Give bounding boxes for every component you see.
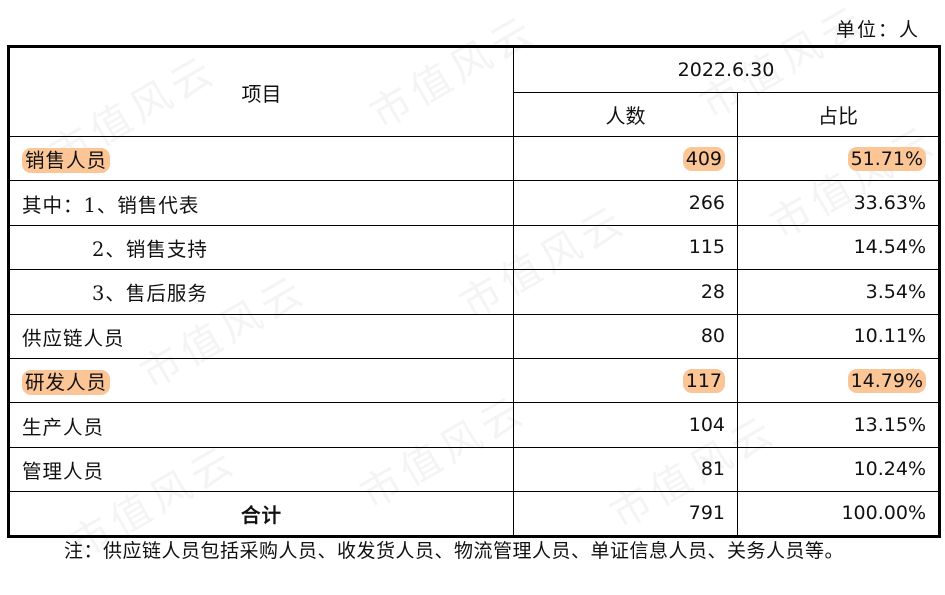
row-ratio: 14.79% — [847, 368, 927, 393]
table-row: 研发人员 117 14.79% — [8, 357, 941, 404]
header-date: 2022.6.30 — [512, 46, 941, 93]
row-count: 104 — [513, 402, 738, 448]
row-ratio: 51.71% — [847, 146, 927, 171]
row-ratio: 3.54% — [736, 269, 941, 315]
row-count: 81 — [513, 446, 738, 493]
staff-table: 项目 2022.6.30 人数 占比 销售人员 409 51.71% 其中：1、… — [7, 45, 942, 538]
total-row: 合计 791 100.00% — [8, 491, 941, 537]
row-count-cell: 117 — [513, 357, 738, 404]
table-row: 管理人员 81 10.24% — [8, 446, 941, 493]
row-count: 117 — [682, 368, 725, 393]
row-ratio: 14.54% — [736, 224, 941, 271]
unit-label: 单位：人 — [835, 19, 920, 41]
row-label: 3、售后服务 — [8, 269, 514, 315]
total-label: 合计 — [8, 491, 514, 537]
row-count: 28 — [513, 269, 738, 315]
row-count: 80 — [513, 313, 738, 359]
row-ratio: 33.63% — [736, 180, 941, 226]
row-label: 销售人员 — [22, 148, 111, 174]
row-label: 研发人员 — [22, 370, 111, 396]
header-count: 人数 — [513, 92, 738, 137]
row-ratio: 10.11% — [736, 313, 941, 359]
header-item: 项目 — [8, 46, 514, 137]
row-count: 266 — [513, 180, 738, 226]
row-label-cell: 研发人员 — [8, 357, 514, 404]
row-ratio-cell: 14.79% — [736, 357, 941, 404]
table-row: 3、售后服务 28 3.54% — [8, 269, 941, 315]
row-label: 其中：1、销售代表 — [8, 180, 514, 226]
row-count: 115 — [513, 224, 738, 271]
footnote: 注：供应链人员包括采购人员、收发货人员、物流管理人员、单证信息人员、关务人员等。 — [64, 540, 845, 562]
row-count-cell: 409 — [513, 135, 738, 182]
row-ratio: 13.15% — [736, 402, 941, 448]
total-count: 791 — [513, 491, 738, 537]
row-label-cell: 销售人员 — [8, 135, 514, 182]
row-ratio: 10.24% — [736, 446, 941, 493]
row-label: 管理人员 — [8, 446, 514, 493]
row-label: 生产人员 — [8, 402, 514, 448]
table-row: 供应链人员 80 10.11% — [8, 313, 941, 359]
total-ratio: 100.00% — [736, 491, 941, 537]
table-row: 2、销售支持 115 14.54% — [8, 224, 941, 271]
table-row: 其中：1、销售代表 266 33.63% — [8, 180, 941, 226]
row-label: 供应链人员 — [8, 313, 514, 359]
row-label: 2、销售支持 — [8, 224, 514, 271]
table-row: 销售人员 409 51.71% — [8, 135, 941, 182]
row-ratio-cell: 51.71% — [736, 135, 941, 182]
table-row: 生产人员 104 13.15% — [8, 402, 941, 448]
row-count: 409 — [682, 146, 725, 171]
header-ratio: 占比 — [736, 92, 941, 137]
